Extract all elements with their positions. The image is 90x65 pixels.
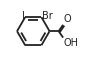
Text: O: O: [64, 14, 71, 24]
Text: I: I: [22, 11, 25, 21]
Text: OH: OH: [64, 38, 79, 48]
Text: Br: Br: [42, 11, 53, 21]
